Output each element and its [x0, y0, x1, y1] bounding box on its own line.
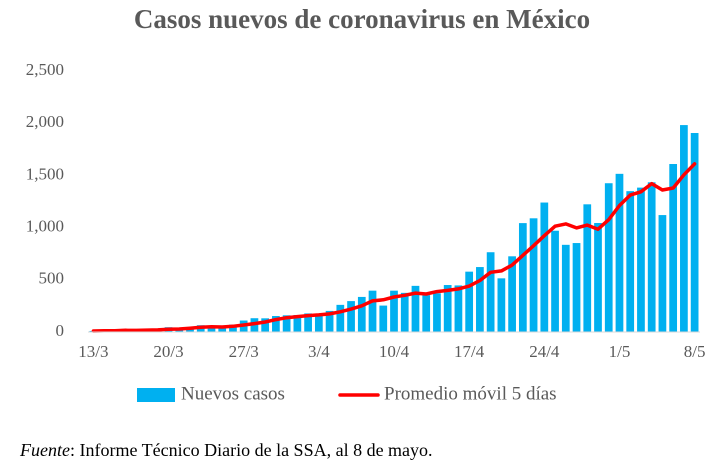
bar: [615, 173, 624, 332]
bar: [669, 164, 678, 332]
bar: [594, 223, 602, 332]
bar: [443, 285, 452, 332]
bar: [518, 223, 527, 332]
bar: [207, 326, 216, 332]
legend-label: Nuevos casos: [181, 383, 285, 404]
x-tick-label: 27/3: [229, 342, 259, 361]
bar: [282, 315, 291, 332]
bar: [572, 243, 581, 332]
bar: [476, 267, 484, 332]
bar: [680, 125, 688, 333]
bar: [561, 244, 570, 332]
source-label: Fuente: [19, 440, 70, 460]
bar: [229, 324, 237, 332]
bar: [400, 292, 409, 332]
bar: [508, 256, 516, 332]
legend-swatch: [137, 388, 175, 402]
bar: [658, 215, 667, 332]
y-tick-label: 0: [56, 321, 65, 340]
x-tick-label: 24/4: [529, 342, 560, 361]
x-tick-label: 17/4: [454, 342, 485, 361]
line: [91, 162, 697, 333]
y-tick-label: 500: [39, 269, 65, 288]
bar: [272, 316, 280, 332]
x-tick-label: 10/4: [379, 342, 410, 361]
bar: [647, 182, 656, 332]
bar: [626, 191, 635, 332]
bar: [422, 295, 431, 332]
source-text: : Informe Técnico Diario de la SSA, al 8…: [70, 440, 433, 460]
y-tick-label: 1,500: [26, 164, 64, 183]
x-tick-label: 1/5: [609, 342, 631, 361]
x-tick-label: 20/3: [153, 342, 183, 361]
y-tick-label: 2,500: [26, 60, 64, 79]
bar: [583, 204, 592, 332]
bar: [465, 271, 474, 332]
bar: [293, 314, 302, 332]
bar: [411, 285, 420, 332]
bar: [551, 230, 559, 332]
bar: [261, 318, 270, 332]
bar: [497, 278, 506, 332]
bar: [379, 305, 388, 332]
bar: [454, 285, 463, 332]
bar: [540, 202, 549, 332]
bar: [690, 133, 699, 332]
x-tick-label: 8/5: [684, 342, 706, 361]
bar: [347, 301, 355, 332]
y-tick-label: 1,000: [26, 217, 64, 236]
bar: [357, 296, 366, 332]
bar: [314, 314, 323, 332]
source-note: Fuente: Informe Técnico Diario de la SSA…: [19, 440, 433, 460]
bar: [486, 252, 495, 332]
legend-label: Promedio móvil 5 días: [384, 383, 557, 404]
bar: [336, 304, 345, 332]
bar: [529, 218, 538, 332]
bar: [325, 310, 334, 332]
bar: [390, 290, 398, 332]
bar: [218, 328, 227, 332]
x-tick-label: 3/4: [308, 342, 330, 361]
bar: [433, 293, 441, 332]
x-tick-label: 13/3: [78, 342, 108, 361]
bar: [368, 290, 377, 332]
chart-title: Casos nuevos de coronavirus en México: [134, 4, 590, 34]
y-tick-label: 2,000: [26, 112, 64, 131]
bar: [604, 183, 613, 332]
bar: [304, 313, 312, 332]
bar: [637, 187, 645, 332]
